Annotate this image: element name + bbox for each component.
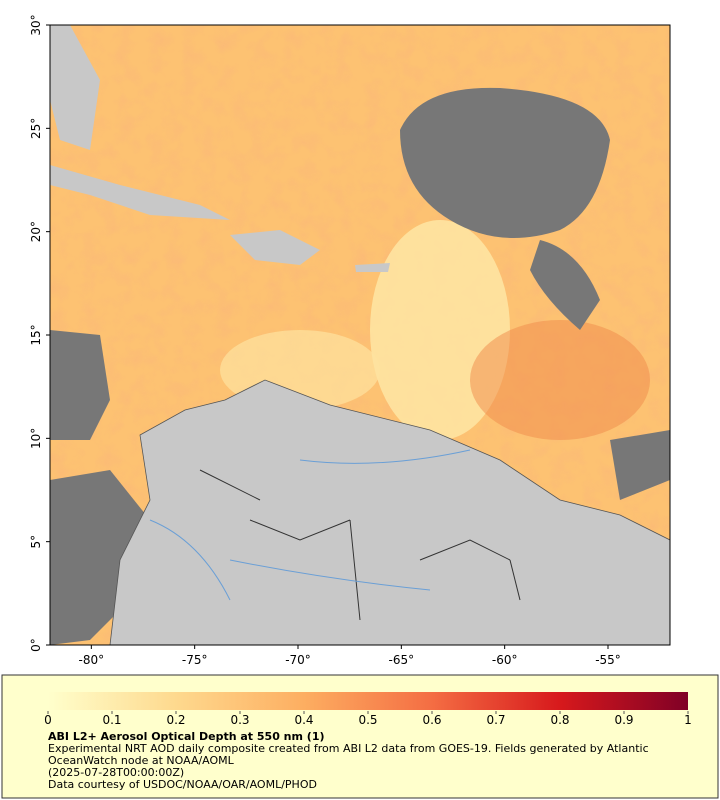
colorbar-tick-label: 1 (684, 713, 692, 727)
y-tick-label: 10° (29, 428, 43, 449)
colorbar-tick-label: 0.5 (358, 713, 377, 727)
x-tick-label: -65° (389, 653, 415, 667)
y-tick-label: 0° (29, 638, 43, 652)
colorbar-tick-label: 0.4 (294, 713, 313, 727)
y-tick-label: 20° (29, 221, 43, 242)
colorbar-tick-label: 0.6 (422, 713, 441, 727)
colorbar-tick-label: 0.2 (166, 713, 185, 727)
colorbar-tick-label: 0 (44, 713, 52, 727)
colorbar-tick-label: 0.7 (486, 713, 505, 727)
y-tick-label: 25° (29, 118, 43, 139)
caption: ABI L2+ Aerosol Optical Depth at 550 nm … (48, 731, 688, 791)
caption-date: (2025-07-28T00:00:00Z) (48, 766, 185, 779)
caption-title: ABI L2+ Aerosol Optical Depth at 550 nm … (48, 730, 325, 743)
colorbar (48, 692, 688, 710)
x-tick-label: -80° (79, 653, 105, 667)
caption-credit: Data courtesy of USDOC/NOAA/OAR/AOML/PHO… (48, 778, 317, 791)
caption-description: Experimental NRT AOD daily composite cre… (48, 742, 649, 767)
y-tick-label: 15° (29, 324, 43, 345)
x-tick-label: -55° (595, 653, 621, 667)
colorbar-tick-label: 0.3 (230, 713, 249, 727)
colorbar-tick-label: 0.8 (550, 713, 569, 727)
colorbar-tick-label: 0.9 (614, 713, 633, 727)
x-tick-label: -60° (492, 653, 518, 667)
x-tick-label: -70° (285, 653, 311, 667)
map-image (50, 25, 670, 645)
x-tick-label: -75° (182, 653, 208, 667)
y-tick-label: 30° (29, 14, 43, 35)
y-tick-label: 5° (29, 535, 43, 549)
colorbar-tick-label: 0.1 (102, 713, 121, 727)
